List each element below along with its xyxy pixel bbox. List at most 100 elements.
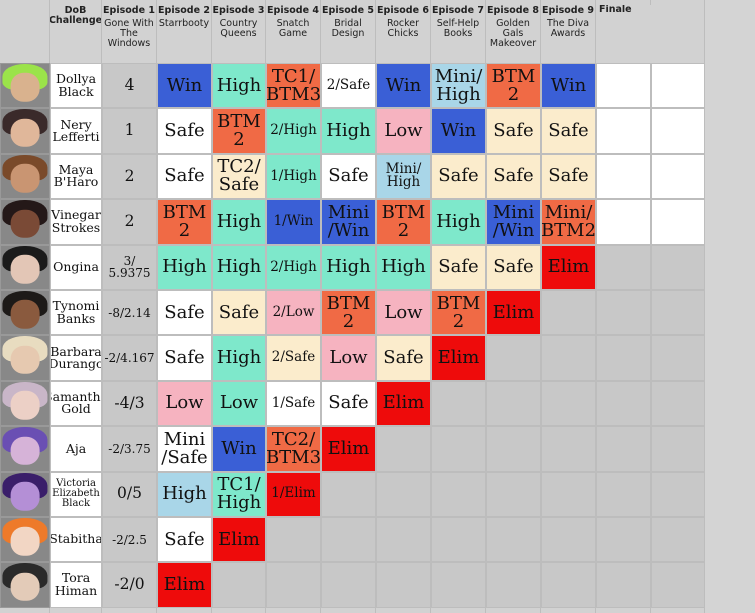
dob-score: -2/4.167 — [102, 335, 157, 381]
header-spacer — [376, 0, 431, 5]
result-cell: Safe — [541, 108, 596, 154]
header-finale: Finale — [596, 5, 705, 63]
empty-cell — [596, 426, 651, 472]
result-cell: Safe — [157, 516, 212, 563]
footer-spacer — [157, 607, 212, 613]
empty-cell — [541, 289, 596, 336]
empty-cell — [541, 516, 596, 563]
photo-face — [10, 436, 40, 465]
empty-cell — [596, 199, 651, 245]
header-spacer — [651, 0, 705, 5]
empty-cell — [376, 562, 431, 608]
footer-spacer — [431, 607, 486, 613]
header-episode-num: Episode 8 — [486, 5, 541, 17]
header-episode-title: Starrbooty — [157, 17, 212, 63]
dob-score: -2/2.5 — [102, 516, 157, 563]
result-cell: Elim — [431, 335, 486, 381]
result-cell: High — [212, 244, 266, 290]
header-spacer — [431, 0, 486, 5]
empty-cell — [486, 516, 541, 563]
dob-score: 2 — [102, 153, 157, 200]
empty-cell — [541, 380, 596, 427]
result-cell: Safe — [486, 153, 541, 200]
header-spacer — [541, 0, 596, 5]
header-episode-title: Gone With The Windows — [102, 17, 157, 63]
photo-face — [10, 300, 40, 329]
empty-cell — [651, 108, 705, 154]
header-spacer — [321, 0, 376, 5]
contestant-name: Dollya Black — [50, 63, 102, 109]
dob-score: 0/5 — [102, 471, 157, 517]
result-cell: BTM 2 — [431, 289, 486, 336]
result-cell: 2/Low — [266, 289, 321, 336]
result-cell: Elim — [212, 516, 266, 563]
contestant-photo — [0, 63, 50, 109]
result-cell: Safe — [486, 244, 541, 290]
footer-spacer — [541, 607, 596, 613]
footer-spacer — [376, 607, 431, 613]
footer-spacer — [651, 607, 705, 613]
dob-score: 4 — [102, 63, 157, 109]
photo-face — [10, 118, 40, 148]
empty-cell — [321, 471, 376, 517]
result-cell: Mini/ BTM2 — [541, 199, 596, 245]
result-cell: Safe — [157, 335, 212, 381]
result-cell: TC1/ High — [212, 471, 266, 517]
header-dob: DoB Challenge — [50, 5, 102, 63]
header-episode-title: The Diva Awards — [541, 17, 596, 63]
result-cell: BTM 2 — [321, 289, 376, 336]
contestant-name: Tora Himan — [50, 562, 102, 608]
empty-cell — [376, 471, 431, 517]
result-cell: High — [321, 244, 376, 290]
contestant-photo — [0, 153, 50, 200]
result-cell: Elim — [157, 562, 212, 608]
result-cell: High — [157, 471, 212, 517]
photo-face — [10, 163, 40, 193]
empty-cell — [651, 199, 705, 245]
result-cell: Mini/ High — [376, 153, 431, 200]
dob-score: -8/2.14 — [102, 289, 157, 336]
empty-cell — [651, 562, 705, 608]
dob-score: 3/ 5.9375 — [102, 244, 157, 290]
header-spacer — [266, 0, 321, 5]
header-episode-num: Episode 2 — [157, 5, 212, 17]
empty-cell — [541, 471, 596, 517]
dob-score: 1 — [102, 108, 157, 154]
empty-cell — [651, 153, 705, 200]
empty-cell — [651, 380, 705, 427]
result-cell: Low — [321, 335, 376, 381]
result-cell: High — [212, 199, 266, 245]
result-cell: Safe — [486, 108, 541, 154]
result-cell: Mini /Win — [486, 199, 541, 245]
header-episode-title: Rocker Chicks — [376, 17, 431, 63]
result-cell: High — [212, 335, 266, 381]
empty-cell — [596, 380, 651, 427]
contestant-name: Samantha Gold — [50, 380, 102, 427]
result-cell: Win — [157, 63, 212, 109]
empty-cell — [651, 516, 705, 563]
result-cell: Win — [212, 426, 266, 472]
empty-cell — [486, 380, 541, 427]
result-cell: TC2/ BTM3 — [266, 426, 321, 472]
result-cell: Mini/ High — [431, 63, 486, 109]
contestant-photo — [0, 289, 50, 336]
header-episode-num: Episode 9 — [541, 5, 596, 17]
photo-face — [10, 527, 40, 556]
empty-cell — [486, 335, 541, 381]
result-cell: Win — [376, 63, 431, 109]
header-episode-title: Bridal Design — [321, 17, 376, 63]
empty-cell — [651, 471, 705, 517]
header-episode-title: Golden Gals Makeover — [486, 17, 541, 63]
result-cell: Safe — [321, 380, 376, 427]
footer-spacer — [212, 607, 266, 613]
result-cell: TC1/ BTM3 — [266, 63, 321, 109]
empty-cell — [596, 562, 651, 608]
result-cell: 1/Elim — [266, 471, 321, 517]
result-cell: Safe — [321, 153, 376, 200]
result-cell: Low — [157, 380, 212, 427]
result-cell: Win — [541, 63, 596, 109]
contestant-photo — [0, 108, 50, 154]
header-spacer — [486, 0, 541, 5]
empty-cell — [431, 426, 486, 472]
header-spacer — [212, 0, 266, 5]
